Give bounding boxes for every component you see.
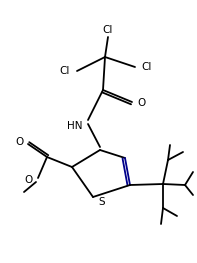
Text: Cl: Cl [103, 25, 113, 35]
Text: O: O [25, 175, 33, 185]
Text: O: O [138, 98, 146, 108]
Text: Cl: Cl [142, 62, 152, 72]
Text: O: O [16, 137, 24, 147]
Text: S: S [99, 197, 105, 207]
Text: HN: HN [67, 121, 83, 131]
Text: Cl: Cl [60, 66, 70, 76]
